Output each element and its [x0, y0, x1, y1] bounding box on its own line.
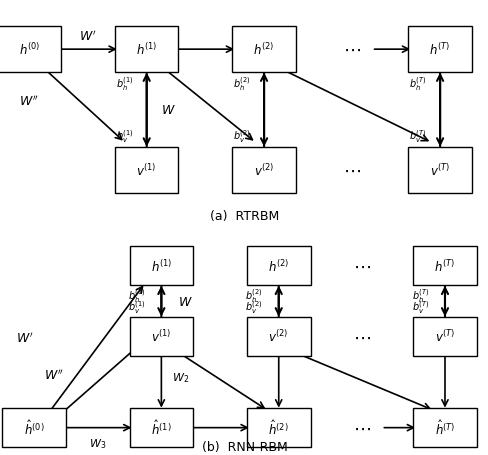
- Text: $h^{(1)}$: $h^{(1)}$: [150, 258, 172, 274]
- Text: $v^{(2)}$: $v^{(2)}$: [268, 329, 288, 344]
- FancyBboxPatch shape: [115, 148, 178, 193]
- Text: $h^{(2)}$: $h^{(2)}$: [267, 258, 289, 274]
- Text: $b_h^{(2)}$: $b_h^{(2)}$: [233, 75, 250, 93]
- Text: $v^{(T)}$: $v^{(T)}$: [429, 163, 449, 178]
- Text: (b)  RNN-RBM: (b) RNN-RBM: [201, 440, 287, 453]
- Text: $\hat{h}^{(1)}$: $\hat{h}^{(1)}$: [151, 418, 171, 437]
- Text: $\cdots$: $\cdots$: [343, 41, 360, 59]
- Text: $W$: $W$: [178, 295, 193, 308]
- Text: $b_v^{(2)}$: $b_v^{(2)}$: [245, 299, 263, 315]
- FancyBboxPatch shape: [232, 148, 295, 193]
- Text: $W''$: $W''$: [20, 94, 39, 108]
- Text: $\cdots$: $\cdots$: [352, 257, 370, 275]
- FancyBboxPatch shape: [232, 27, 295, 73]
- FancyBboxPatch shape: [129, 409, 193, 447]
- Text: (a)  RTRBM: (a) RTRBM: [209, 210, 279, 223]
- FancyBboxPatch shape: [407, 148, 471, 193]
- Text: $b_v^{(1)}$: $b_v^{(1)}$: [116, 128, 133, 145]
- Text: $b_h^{(2)}$: $b_h^{(2)}$: [245, 287, 263, 305]
- FancyBboxPatch shape: [115, 27, 178, 73]
- Text: $W''$: $W''$: [44, 368, 63, 383]
- Text: $v^{(2)}$: $v^{(2)}$: [253, 163, 274, 178]
- FancyBboxPatch shape: [412, 247, 476, 286]
- Text: $h^{(1)}$: $h^{(1)}$: [136, 42, 157, 58]
- Text: $\hat{h}^{(T)}$: $\hat{h}^{(T)}$: [434, 418, 454, 437]
- Text: $b_h^{(1)}$: $b_h^{(1)}$: [116, 75, 133, 93]
- FancyBboxPatch shape: [407, 27, 471, 73]
- Text: $b_v^{(T)}$: $b_v^{(T)}$: [411, 299, 428, 315]
- Text: $\hat{h}^{(0)}$: $\hat{h}^{(0)}$: [24, 418, 44, 437]
- Text: $W_2$: $W_2$: [172, 371, 189, 384]
- FancyBboxPatch shape: [129, 318, 193, 356]
- Text: $b_v^{(T)}$: $b_v^{(T)}$: [408, 128, 426, 145]
- Text: $b_v^{(1)}$: $b_v^{(1)}$: [128, 299, 145, 315]
- Text: $v^{(1)}$: $v^{(1)}$: [151, 329, 171, 344]
- FancyBboxPatch shape: [246, 318, 310, 356]
- Text: $W'$: $W'$: [79, 29, 97, 44]
- Text: $b_h^{(T)}$: $b_h^{(T)}$: [411, 287, 428, 305]
- FancyBboxPatch shape: [0, 27, 61, 73]
- Text: $h^{(0)}$: $h^{(0)}$: [19, 42, 40, 58]
- Text: $h^{(2)}$: $h^{(2)}$: [253, 42, 274, 58]
- Text: $b_h^{(T)}$: $b_h^{(T)}$: [408, 75, 426, 93]
- Text: $b_v^{(2)}$: $b_v^{(2)}$: [233, 128, 250, 145]
- FancyBboxPatch shape: [246, 409, 310, 447]
- Text: $h^{(T)}$: $h^{(T)}$: [433, 258, 455, 274]
- Text: $W_3$: $W_3$: [89, 437, 106, 450]
- Text: $W$: $W$: [161, 104, 176, 117]
- FancyBboxPatch shape: [412, 409, 476, 447]
- FancyBboxPatch shape: [246, 247, 310, 286]
- FancyBboxPatch shape: [2, 409, 66, 447]
- Text: $v^{(T)}$: $v^{(T)}$: [434, 329, 454, 344]
- Text: $W'$: $W'$: [16, 331, 33, 345]
- FancyBboxPatch shape: [129, 247, 193, 286]
- Text: $b_h^{(1)}$: $b_h^{(1)}$: [128, 287, 145, 305]
- Text: $\cdots$: $\cdots$: [352, 328, 370, 346]
- FancyBboxPatch shape: [412, 318, 476, 356]
- Text: $v^{(1)}$: $v^{(1)}$: [136, 163, 157, 178]
- Text: $\hat{h}^{(2)}$: $\hat{h}^{(2)}$: [268, 418, 288, 437]
- Text: $h^{(T)}$: $h^{(T)}$: [428, 42, 450, 58]
- Text: $\cdots$: $\cdots$: [352, 419, 370, 437]
- Text: $\cdots$: $\cdots$: [343, 162, 360, 180]
